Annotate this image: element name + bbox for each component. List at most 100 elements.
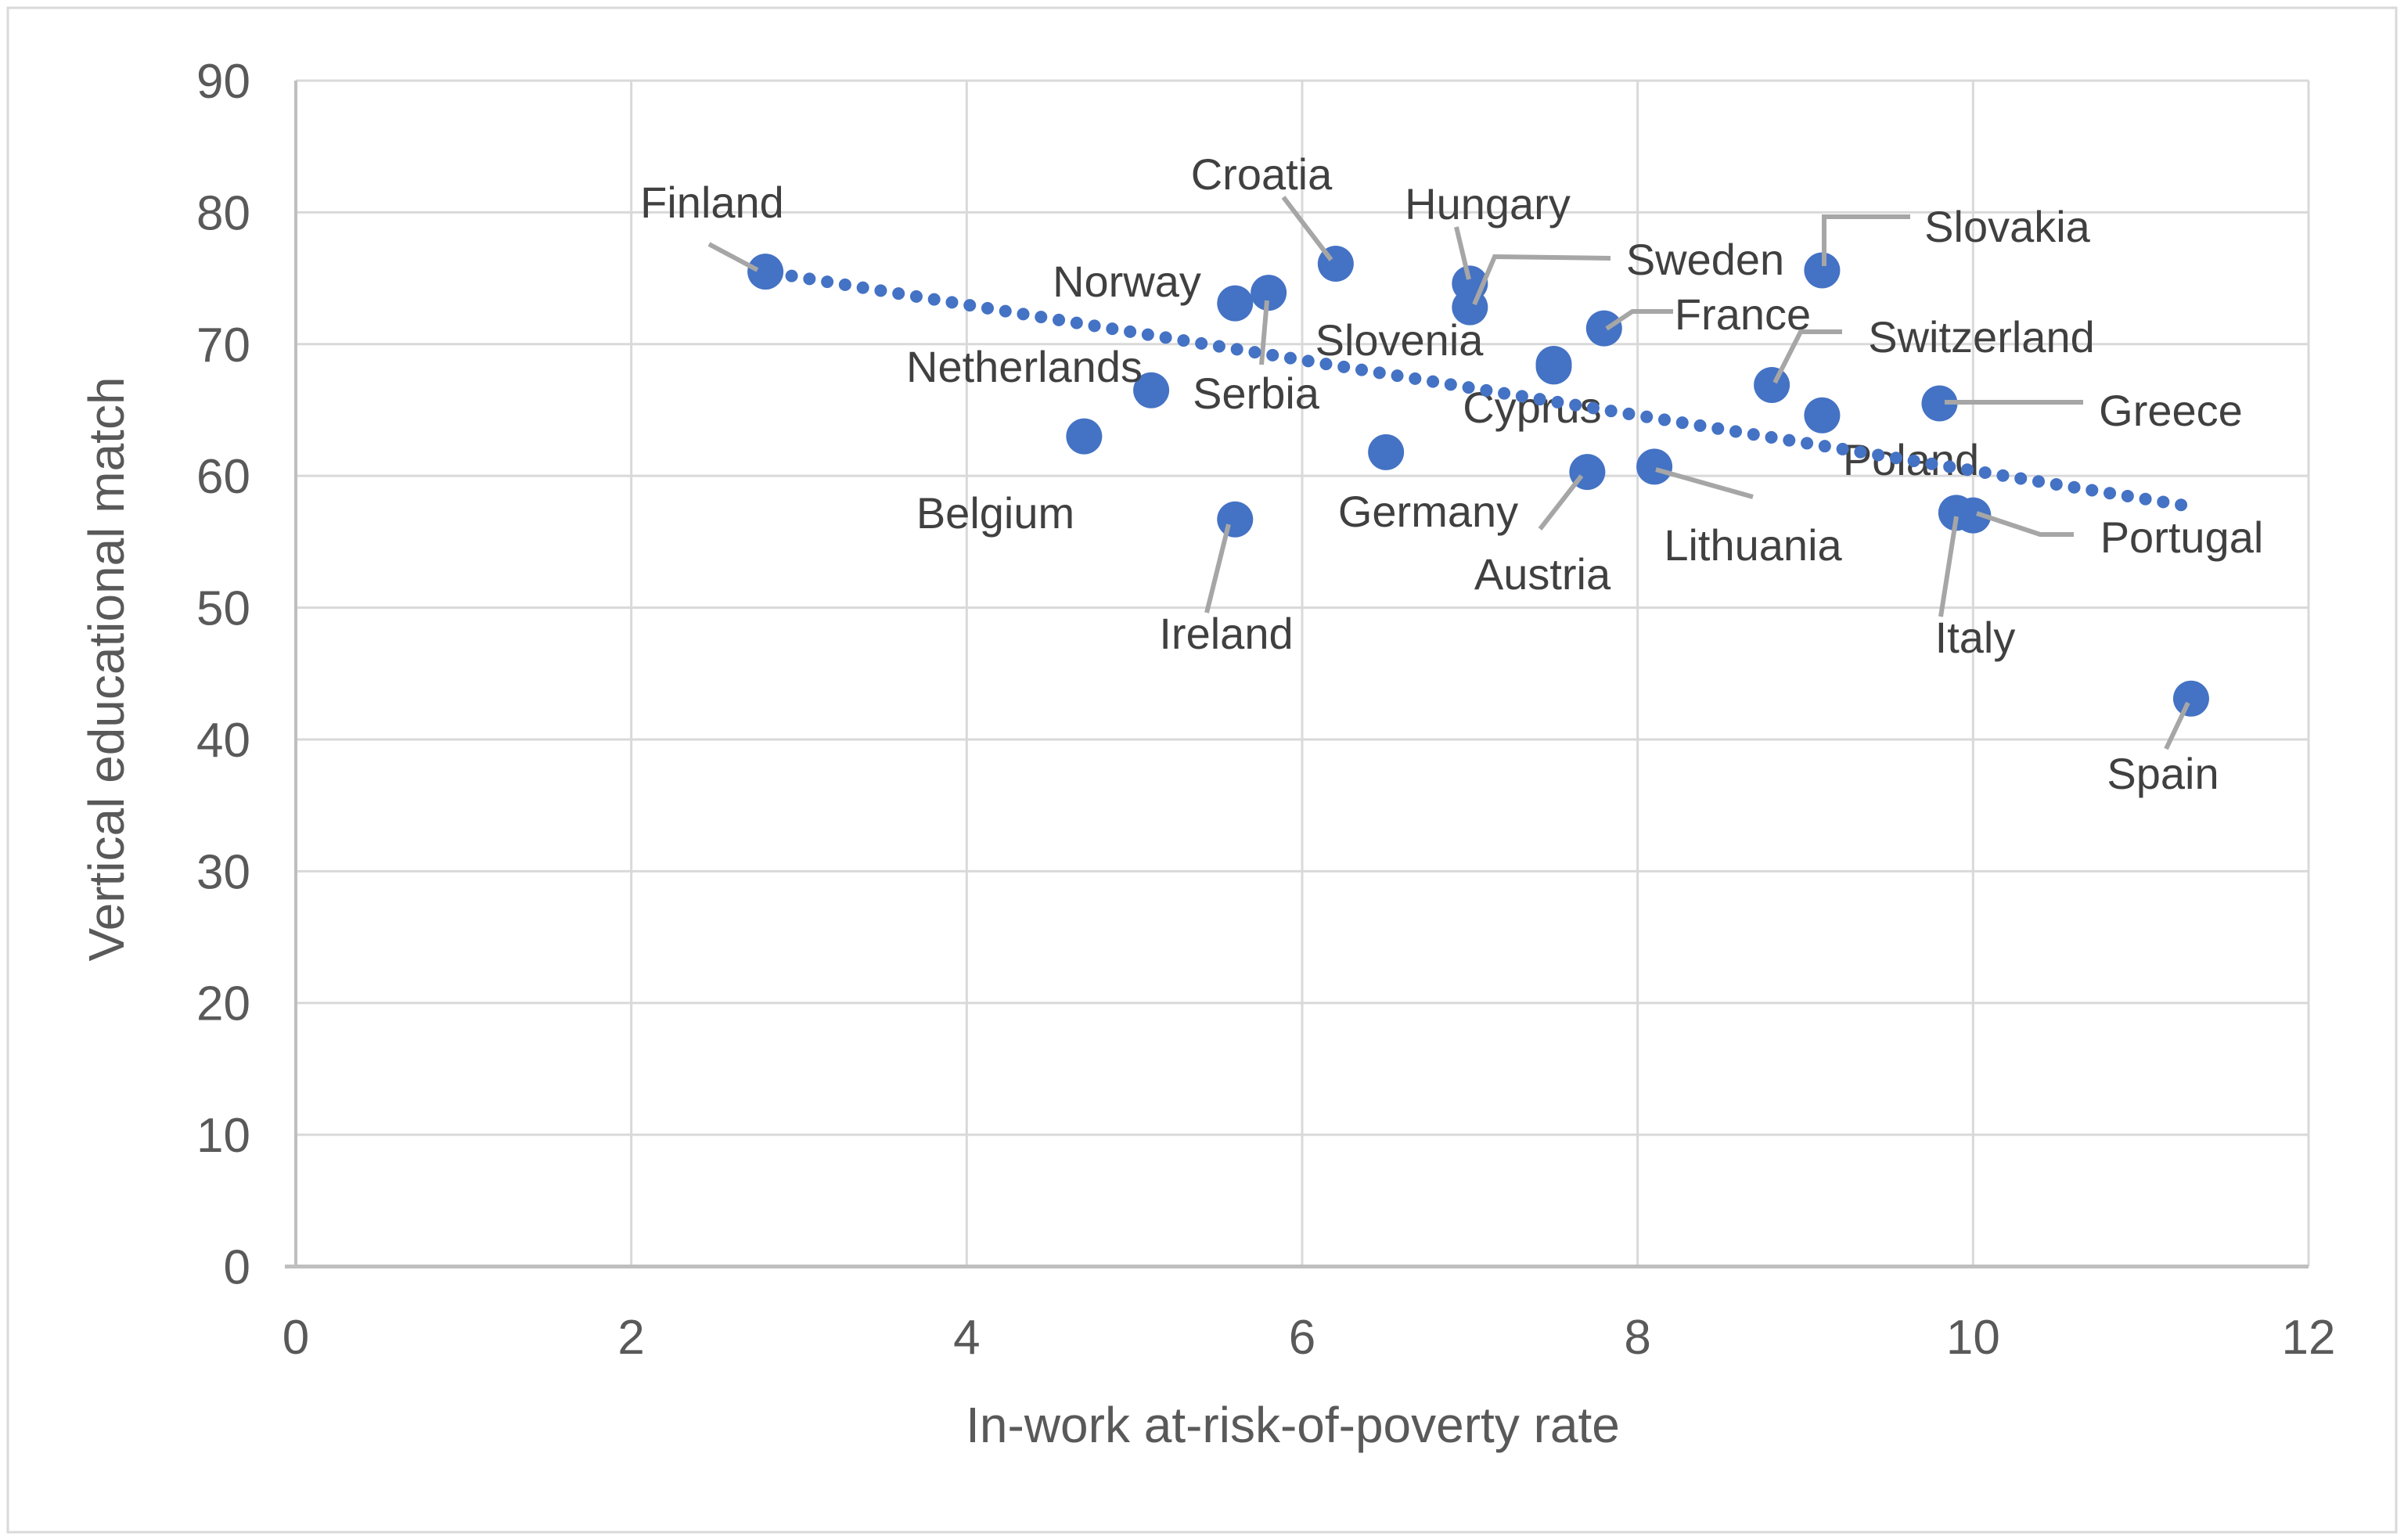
- trend-dot: [1604, 405, 1618, 418]
- trend-dot: [1515, 390, 1528, 403]
- trend-dot: [1159, 331, 1172, 344]
- leader-france: [1605, 309, 1673, 331]
- trend-dot: [856, 281, 869, 294]
- trend-dot: [1533, 393, 1546, 406]
- trend-dot: [785, 269, 798, 282]
- trend-dot: [1960, 463, 1974, 477]
- leader-austria: [1538, 474, 1584, 531]
- label-lithuania: Lithuania: [1664, 520, 1842, 570]
- trend-dot: [1301, 354, 1315, 368]
- trend-dot: [1765, 430, 1778, 444]
- trend-dot: [1480, 383, 1493, 397]
- leader-finland: [707, 242, 759, 272]
- trend-dot: [1319, 358, 1333, 371]
- leader-slovakia: [1822, 214, 1910, 266]
- point-cyprus: [1535, 348, 1572, 385]
- trend-dot: [1854, 445, 1867, 459]
- label-spain: Spain: [2107, 749, 2219, 798]
- x-tick-0: 0: [283, 1311, 309, 1365]
- y-axis-title: Vertical educational match: [78, 376, 135, 961]
- trend-dot: [1106, 322, 1119, 336]
- trend-dot: [1551, 395, 1564, 408]
- point-portugal: [1955, 497, 1992, 534]
- trend-dot: [1586, 401, 1600, 415]
- trend-dot: [1053, 313, 1066, 326]
- trend-dot: [2086, 484, 2099, 497]
- trend-dot: [1462, 381, 1475, 394]
- label-ireland: Ireland: [1159, 609, 1293, 658]
- point-belgium: [1066, 418, 1103, 455]
- label-norway: Norway: [1053, 257, 1201, 306]
- trend-dot: [1195, 336, 1208, 350]
- y-tick-90: 90: [196, 55, 250, 109]
- label-italy: Italy: [1935, 613, 2016, 662]
- point-spain: [2172, 680, 2209, 717]
- trend-dot: [1283, 351, 1297, 365]
- trend-dot: [1409, 372, 1422, 385]
- label-slovakia: Slovakia: [1924, 202, 2091, 251]
- point-greece: [1921, 385, 1958, 422]
- y-tick-30: 30: [196, 845, 250, 899]
- point-poland: [1804, 397, 1841, 434]
- trend-dot: [963, 299, 977, 312]
- trend-dot: [1818, 440, 1831, 453]
- trend-dot: [1355, 363, 1369, 376]
- leader-spain: [2164, 701, 2190, 750]
- label-austria: Austria: [1474, 549, 1611, 599]
- y-tick-80: 80: [196, 186, 250, 240]
- label-belgium: Belgium: [916, 488, 1074, 538]
- label-portugal: Portugal: [2100, 513, 2264, 562]
- x-tick-12: 12: [2282, 1311, 2336, 1365]
- label-sweden: Sweden: [1626, 235, 1784, 284]
- x-axis-title: In-work at-risk-of-poverty rate: [966, 1397, 1620, 1453]
- country-labels: Finland Norway Serbia Croatia Hungary Sweden S…: [640, 149, 2263, 798]
- y-tick-10: 10: [196, 1109, 250, 1163]
- label-france: France: [1675, 290, 1811, 339]
- x-tick-10: 10: [1946, 1311, 2000, 1365]
- trend-dot: [1177, 334, 1190, 347]
- leader-ireland: [1204, 524, 1231, 613]
- leader-sweden: [1472, 254, 1611, 306]
- trend-dot: [803, 272, 816, 286]
- point-germany: [1368, 434, 1405, 470]
- leader-croatia: [1281, 196, 1333, 261]
- trend-dot: [1248, 346, 1261, 359]
- label-croatia: Croatia: [1191, 149, 1333, 199]
- y-tick-50: 50: [196, 582, 250, 636]
- label-germany: Germany: [1338, 487, 1518, 536]
- x-tick-6: 6: [1289, 1311, 1315, 1365]
- trend-dot: [1783, 434, 1796, 447]
- trend-dot: [1017, 308, 1030, 321]
- trend-dot: [1337, 360, 1351, 373]
- y-tick-70: 70: [196, 318, 250, 372]
- trend-dot: [1693, 419, 1707, 432]
- trend-dot: [767, 266, 780, 279]
- chart-border: [6, 6, 2398, 1534]
- trend-dot: [2104, 487, 2117, 500]
- point-finland: [747, 254, 784, 290]
- trend-dot: [1266, 348, 1279, 362]
- trend-dot: [1801, 437, 1814, 450]
- label-leader-lines: [707, 196, 2190, 750]
- trend-dot: [838, 278, 851, 291]
- x-tick-2: 2: [617, 1311, 644, 1365]
- y-tick-40: 40: [196, 714, 250, 768]
- trend-dot: [874, 284, 887, 297]
- point-netherlands: [1133, 372, 1170, 408]
- leader-switzerland: [1772, 329, 1842, 384]
- point-switzerland: [1754, 366, 1790, 403]
- trend-dot: [981, 301, 995, 315]
- axis-lines: [285, 81, 2309, 1268]
- trend-dot: [1978, 466, 1992, 479]
- trend-dot: [927, 293, 941, 306]
- leader-hungary: [1454, 226, 1471, 280]
- x-tick-8: 8: [1624, 1311, 1650, 1365]
- leader-portugal: [1976, 511, 2074, 537]
- trend-dot: [2139, 492, 2152, 506]
- trend-dot: [1124, 325, 1137, 338]
- trend-dot: [1889, 452, 1902, 465]
- trend-dot: [1088, 319, 1101, 333]
- trend-dot: [1943, 460, 1956, 473]
- trend-dot: [1925, 457, 1938, 470]
